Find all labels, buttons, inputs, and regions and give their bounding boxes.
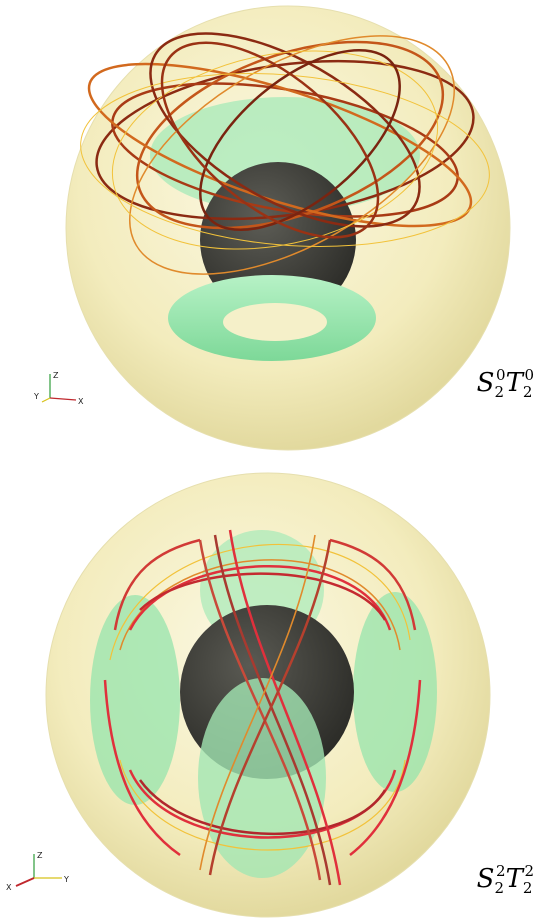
bottom-render: [45, 472, 491, 918]
lobe-left: [90, 595, 180, 805]
field-lines: [80, 32, 490, 275]
axis-y-letter: Y: [34, 392, 39, 401]
label-s-sup: 2: [496, 862, 506, 880]
mode-label-top: S20T20: [477, 368, 534, 400]
axis-z-letter: Z: [53, 371, 59, 380]
panel-bottom: Z X Y S22T22: [0, 460, 542, 920]
axis-x-letter: X: [6, 883, 12, 892]
axes-triad-bottom: Z X Y: [6, 851, 69, 892]
label-t: T: [505, 864, 523, 894]
axis-z-letter: Z: [37, 851, 43, 860]
label-t-sub: 2: [522, 383, 533, 401]
axis-y-letter: Y: [63, 875, 69, 884]
label-s: S: [476, 368, 495, 398]
panel-top: Z Y X S20T20: [34, 5, 534, 451]
lobe-front: [198, 678, 326, 878]
axes-triad-top: Z Y X: [34, 371, 84, 406]
axis-x-letter: X: [78, 397, 84, 406]
upper-lobe: [150, 97, 420, 213]
field-lines: [103, 529, 422, 886]
label-s-sub: 2: [494, 383, 505, 401]
label-s-sub: 2: [494, 879, 505, 897]
label-s-sup: 0: [496, 366, 506, 384]
mode-label-bottom: S22T22: [477, 864, 534, 896]
label-t: T: [505, 368, 523, 398]
label-s: S: [476, 864, 495, 894]
label-t-sup: 0: [524, 366, 534, 384]
label-t-sup: 2: [524, 862, 534, 880]
lobe-right: [353, 592, 437, 792]
torus-hole: [223, 303, 327, 341]
label-t-sub: 2: [522, 879, 533, 897]
top-render: [65, 5, 511, 451]
